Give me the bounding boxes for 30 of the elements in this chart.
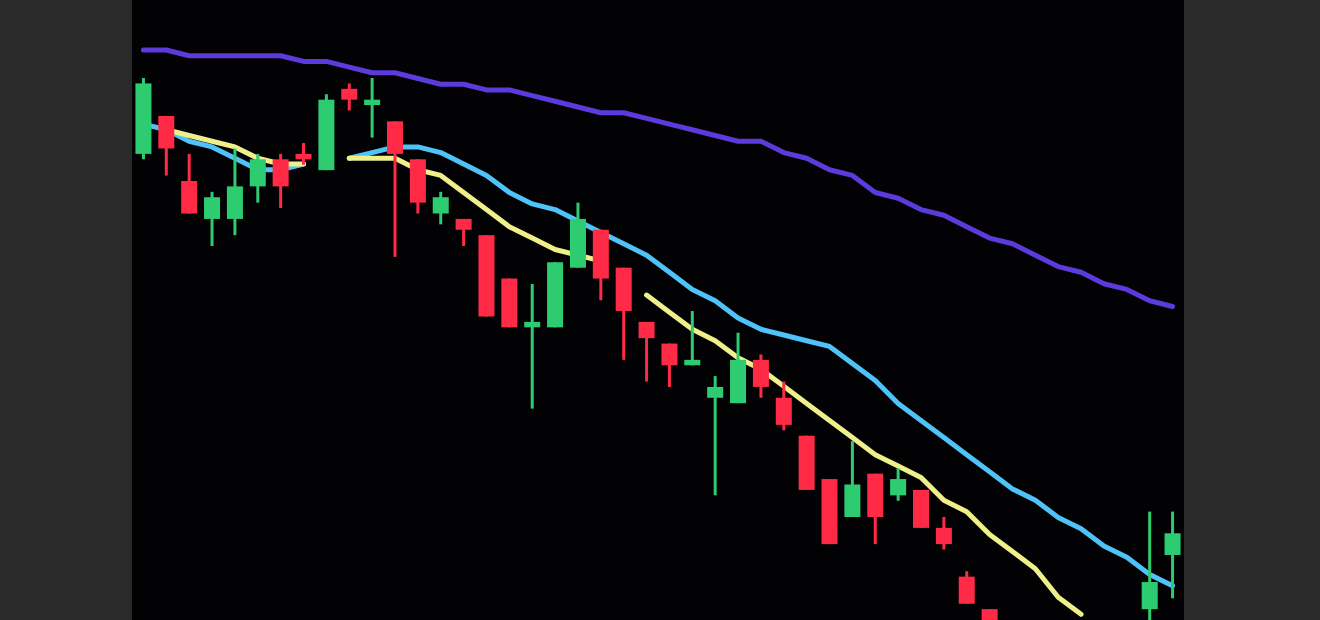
- candlestick: [226, 146, 243, 237]
- candlestick: [615, 266, 632, 362]
- candlestick: [272, 152, 289, 210]
- candlestick: [1164, 510, 1181, 600]
- candlestick: [890, 466, 907, 503]
- candlestick: [775, 380, 792, 432]
- candlestick: [752, 352, 769, 400]
- candlestick: [158, 114, 175, 178]
- candlestick: [409, 157, 426, 215]
- candlestick: [295, 141, 312, 167]
- candlestick: [341, 81, 358, 113]
- candlestick: [204, 190, 221, 248]
- candlestick: [432, 190, 449, 226]
- candlestick: [455, 217, 472, 248]
- candlestick: [913, 488, 929, 530]
- candlestick: [707, 374, 724, 497]
- candlestick: [684, 309, 701, 367]
- candlestick: [1141, 510, 1158, 620]
- candlestick: [249, 152, 266, 205]
- candlestick: [524, 282, 541, 411]
- candlestick: [661, 342, 678, 389]
- candlestick: [958, 569, 975, 606]
- candlestick: [730, 331, 747, 405]
- candlestick: [364, 76, 381, 140]
- candlestick: [935, 515, 952, 552]
- candlestick: [181, 152, 198, 215]
- candlestick: [867, 472, 884, 546]
- candlestick: [387, 119, 403, 259]
- candlestick: [638, 320, 655, 384]
- candlestick: [844, 439, 861, 519]
